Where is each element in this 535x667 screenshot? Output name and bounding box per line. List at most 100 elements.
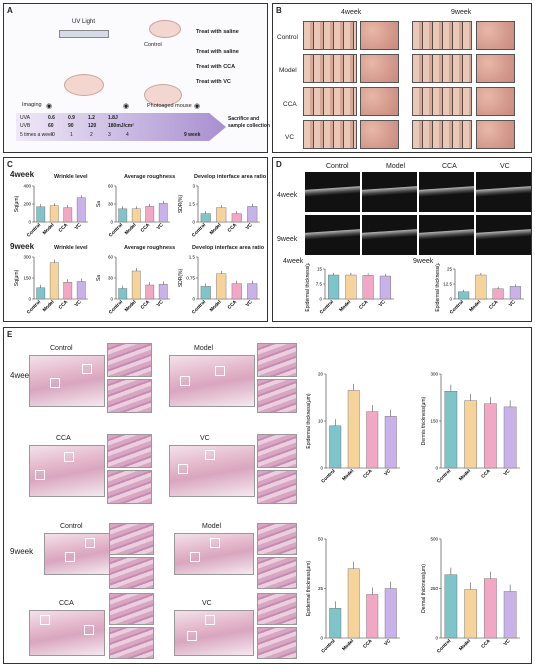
y-tick-label: 0: [449, 297, 452, 302]
x-tick-label: Model: [124, 299, 138, 313]
uva-val-3: 1.8J: [108, 115, 118, 121]
x-tick-label: Control: [320, 638, 336, 654]
y-tick-label: 7.5: [316, 282, 323, 287]
bar-model: [464, 589, 477, 639]
b-group-vc: VC: [285, 134, 295, 141]
panel-b-label: B: [276, 6, 282, 15]
e9-label-control: Control: [60, 523, 83, 530]
y-tick-label: 12.5: [443, 282, 452, 287]
bar-model: [464, 400, 477, 469]
x-tick-label: VC: [383, 638, 392, 647]
bar-control: [200, 213, 211, 223]
x-tick-label: VC: [378, 299, 387, 308]
d-col-cca: CCA: [442, 163, 457, 170]
x-tick-label: Control: [449, 299, 465, 315]
bar-control: [444, 574, 458, 639]
bar-control: [36, 206, 46, 223]
x-tick-label: Model: [42, 299, 56, 313]
skin-photo: [476, 120, 515, 149]
histology-image: [29, 355, 105, 407]
skin-photo: [360, 120, 399, 149]
panel-a-label: A: [7, 6, 13, 15]
uvb-val-2: 120: [88, 123, 97, 129]
y-axis-label: Epidermal thickness(μm): [306, 393, 312, 448]
mice-photo: [303, 87, 357, 116]
bar-cca: [362, 275, 374, 300]
bar-model: [216, 273, 227, 300]
oct-image: [362, 172, 417, 212]
d-sub-4week: 4week: [283, 258, 304, 265]
histology-image: [174, 533, 254, 575]
zoom-image: [107, 470, 152, 504]
camera-icon: ◉: [123, 103, 130, 110]
x-tick-label: VC: [156, 299, 165, 308]
x-tick-label: CCA: [227, 299, 239, 311]
bar-cca: [366, 594, 379, 639]
uvb-label: UVB: [20, 123, 31, 129]
x-tick-label: Control: [108, 299, 124, 315]
y-axis-label: Sa: [96, 275, 102, 281]
bar-cca: [231, 213, 242, 223]
chart-c-4w-roughness: Sa 0 30 60 Control Model CCA VC: [96, 184, 170, 238]
y-tick-label: 60: [108, 184, 114, 189]
mice-photo: [303, 54, 357, 83]
y-tick-label: 10: [318, 419, 324, 424]
y-tick-label: 300: [430, 372, 438, 377]
mice-photo: [412, 21, 472, 50]
x-tick-label: Control: [436, 638, 452, 654]
bar-model: [475, 274, 487, 300]
bar-control: [444, 391, 458, 469]
panel-c-label: C: [7, 160, 13, 169]
mouse-icon: [149, 20, 181, 38]
d-row-9week: 9week: [277, 236, 298, 243]
c-title-wrinkle: Wrinkle level: [54, 174, 88, 180]
bar-vc: [384, 416, 397, 469]
bar-vc: [509, 286, 521, 300]
y-tick-label: 15: [317, 267, 323, 272]
d-col-vc: VC: [500, 163, 510, 170]
skin-photo: [476, 21, 515, 50]
y-tick-label: 25: [318, 586, 324, 591]
bar-cca: [484, 403, 497, 469]
b-group-cca: CCA: [283, 101, 297, 108]
bar-model: [131, 208, 141, 223]
chart-e-9w-dermal: Dermal thickness(μm) 0 250 500 Control Model C…: [421, 537, 520, 654]
x-tick-label: Control: [191, 299, 207, 315]
skin-photo: [360, 21, 399, 50]
y-tick-label: 0: [110, 297, 113, 302]
y-tick-label: 0: [110, 220, 113, 225]
bar-model: [49, 262, 59, 300]
histology-image: [174, 610, 254, 656]
week-0: 0: [52, 132, 55, 138]
mice-photo: [412, 87, 472, 116]
x-tick-label: Control: [108, 222, 124, 238]
x-tick-label: CCA: [480, 468, 492, 480]
uvb-val-0: 60: [48, 123, 54, 129]
bar-control: [329, 608, 342, 639]
sample-collection-label: sample collection: [228, 123, 270, 129]
zoom-image: [109, 593, 154, 625]
x-tick-label: CCA: [362, 468, 374, 480]
uva-val-1: 0.9: [68, 115, 75, 121]
chart-e-9w-epidermal: Epidermal thickness(μm) 0 25 50 Control Model…: [306, 537, 400, 654]
bar-control: [118, 208, 128, 223]
sacrifice-label: Sacrifice and: [228, 116, 260, 122]
y-tick-label: 150: [430, 419, 438, 424]
y-axis-label: Dermal thickness(μm): [421, 564, 427, 613]
bar-vc: [247, 283, 258, 300]
week-2: 2: [90, 132, 93, 138]
x-tick-label: CCA: [227, 222, 239, 234]
zoom-image: [257, 557, 297, 589]
bar-control: [328, 274, 340, 300]
oct-image: [305, 215, 360, 255]
y-tick-label: 0: [192, 220, 195, 225]
mouse-icon: [144, 84, 182, 106]
e9-label-cca: CCA: [59, 600, 74, 607]
zoom-image: [109, 523, 154, 555]
y-tick-label: 25: [447, 267, 453, 272]
d-sub-9week: 9week: [413, 258, 434, 265]
b-week9: 9week: [451, 9, 472, 16]
panel-d: D Control Model CCA VC 4week 9week 4week…: [272, 157, 532, 322]
bar-cca: [145, 206, 155, 223]
e4-label-cca: CCA: [56, 435, 71, 442]
